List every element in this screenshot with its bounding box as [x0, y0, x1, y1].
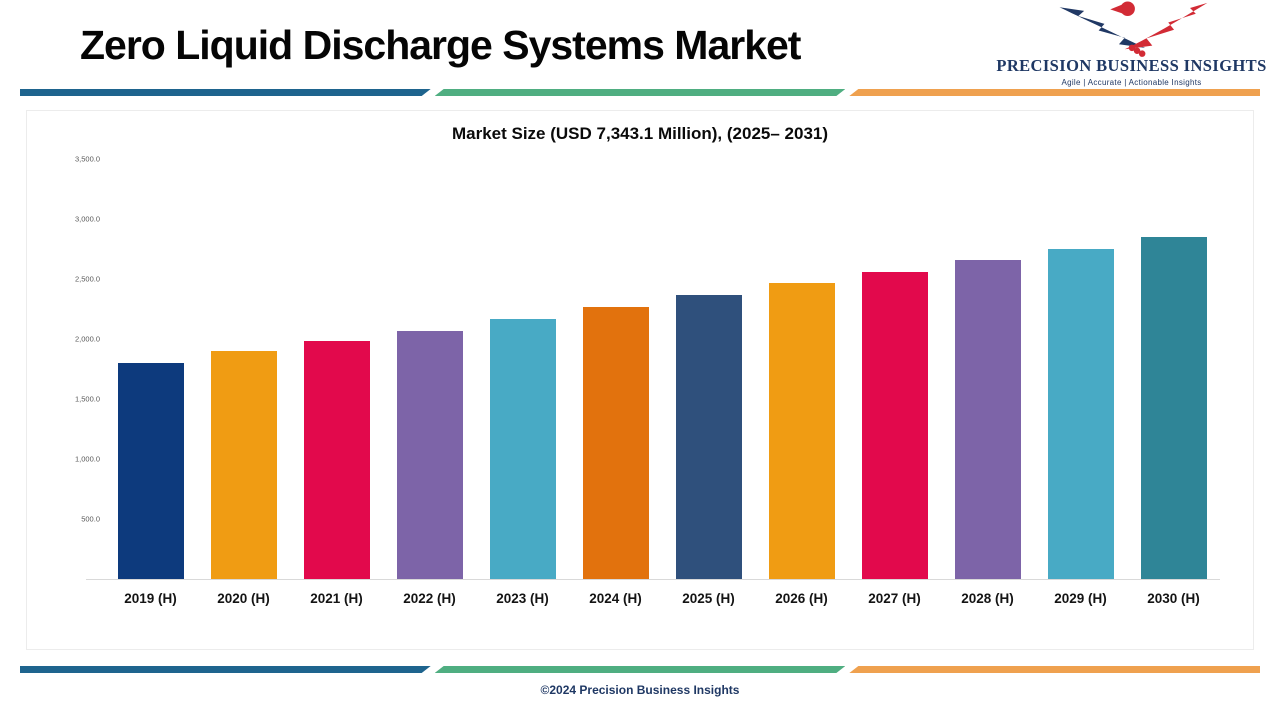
bar-slot [1034, 159, 1127, 579]
bar-slot [755, 159, 848, 579]
bar [396, 330, 463, 579]
y-axis: 3,500.0 3,000.0 2,500.0 2,000.0 1,500.0 1,000… [60, 155, 106, 584]
divider-segment-blue [20, 666, 431, 673]
bar-slot [383, 159, 476, 579]
logo-name: PRECISION BUSINESS INSIGHTS [996, 56, 1267, 75]
divider-segment-orange [849, 666, 1261, 673]
header: Zero Liquid Discharge Systems Market PRE… [0, 0, 1280, 88]
bar-slot [197, 159, 290, 579]
bar-slot [569, 159, 662, 579]
bar [582, 306, 649, 579]
bar-slot [1127, 159, 1220, 579]
y-tick-label: 2,000.0 [74, 334, 100, 344]
divider-segment-blue [20, 89, 431, 96]
bar [1140, 237, 1207, 579]
x-tick-label: 2023 (H) [496, 591, 549, 606]
logo-tagline: Agile | Accurate | Actionable Insights [1061, 78, 1202, 87]
x-tick-label: 2028 (H) [961, 591, 1014, 606]
x-tick-label: 2029 (H) [1054, 591, 1107, 606]
divider-segment-green [435, 666, 846, 673]
company-logo: PRECISION BUSINESS INSIGHTS Agile | Accu… [989, 0, 1274, 87]
x-tick-label: 2024 (H) [589, 591, 642, 606]
divider-segment-green [435, 89, 846, 96]
x-tick-label: 2030 (H) [1147, 591, 1200, 606]
bar [861, 271, 928, 579]
bars [104, 159, 1220, 579]
bar-slot [662, 159, 755, 579]
bar-slot [848, 159, 941, 579]
x-tick-label: 2020 (H) [217, 591, 270, 606]
bar-slot [941, 159, 1034, 579]
bar [489, 318, 556, 579]
bar-slot [104, 159, 197, 579]
x-axis-line [86, 579, 1220, 580]
y-tick-label: 3,000.0 [74, 214, 100, 224]
page-title: Zero Liquid Discharge Systems Market [80, 22, 801, 68]
bar [768, 282, 835, 579]
bar-slot [476, 159, 569, 579]
eagle-logo-icon [1059, 1, 1207, 57]
bar [954, 259, 1021, 579]
bar [1047, 249, 1114, 579]
bar-slot [290, 159, 383, 579]
x-tick-label: 2022 (H) [403, 591, 456, 606]
chart-title: Market Size (USD 7,343.1 Million), (2025… [451, 124, 829, 143]
divider-top [20, 89, 1261, 96]
bar [303, 341, 370, 579]
bar [675, 294, 742, 579]
x-tick-label: 2021 (H) [310, 591, 363, 606]
y-tick-label: 1,000.0 [74, 454, 100, 464]
x-tick-label: 2026 (H) [775, 591, 828, 606]
x-tick-label: 2027 (H) [868, 591, 921, 606]
plot-area: 3,500.0 3,000.0 2,500.0 2,000.0 1,500.0 1,000… [70, 155, 1220, 584]
y-tick-label: 1,500.0 [74, 394, 100, 404]
x-tick-label: 2025 (H) [682, 591, 735, 606]
x-tick-label: 2019 (H) [124, 591, 177, 606]
x-axis: 2019 (H) 2020 (H) 2021 (H) 2022 (H) 2023 (H)… [104, 591, 1220, 606]
divider-segment-orange [849, 89, 1261, 96]
y-tick-label: 2,500.0 [74, 274, 100, 284]
bar [117, 363, 184, 579]
bar [210, 351, 277, 579]
divider-bottom [20, 666, 1261, 673]
y-tick-label: 500.0 [81, 514, 100, 524]
footer-copyright: ©2024 Precision Business Insights [540, 683, 740, 697]
y-tick-label: 3,500.0 [74, 154, 100, 164]
chart-card: Market Size (USD 7,343.1 Million), (2025… [26, 110, 1254, 650]
